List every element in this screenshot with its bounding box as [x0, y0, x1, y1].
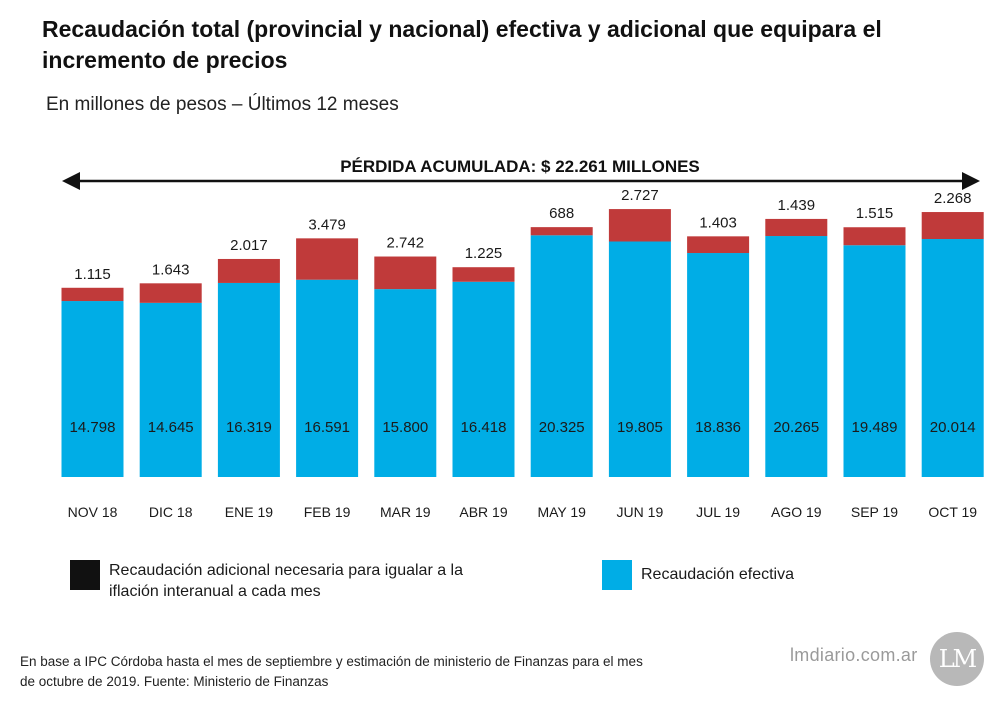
- x-tick-label: OCT 19: [928, 504, 977, 520]
- site-credit: lmdiario.com.ar: [790, 645, 918, 665]
- data-label-efectiva: 14.645: [148, 419, 194, 436]
- bar-adicional: [217, 258, 280, 283]
- data-label-adicional: 1.225: [465, 245, 503, 262]
- bar-chart: PÉRDIDA ACUMULADA: $ 22.261 MILLONES 14.7…: [61, 157, 984, 520]
- x-tick-label: JUL 19: [696, 504, 740, 520]
- data-label-efectiva: 16.591: [304, 419, 350, 436]
- annotation-arrow-right-head: [962, 172, 980, 190]
- x-tick-label: NOV 18: [68, 504, 118, 520]
- data-label-adicional: 3.479: [308, 216, 346, 233]
- legend-item-adicional: Recaudación adicional necesaria para igu…: [70, 560, 469, 602]
- data-label-adicional: 688: [549, 205, 574, 222]
- annotation-label: PÉRDIDA ACUMULADA: $ 22.261 MILLONES: [340, 157, 700, 176]
- x-tick-label: JUN 19: [617, 504, 664, 520]
- legend-swatch-efectiva: [602, 560, 632, 590]
- x-tick-label: ABR 19: [459, 504, 507, 520]
- bar-adicional: [765, 218, 828, 237]
- chart-subtitle: En millones de pesos – Últimos 12 meses: [46, 94, 399, 115]
- data-label-efectiva: 14.798: [70, 419, 116, 436]
- legend-label-efectiva: Recaudación efectiva: [641, 566, 794, 583]
- data-label-efectiva: 20.265: [773, 419, 819, 436]
- data-label-efectiva: 19.489: [852, 419, 898, 436]
- bar-adicional: [608, 209, 671, 242]
- annotation-arrow-left-head: [62, 172, 80, 190]
- bar-adicional: [687, 236, 750, 254]
- x-tick-label: SEP 19: [851, 504, 898, 520]
- bar-efectiva: [374, 289, 437, 477]
- bar-efectiva: [61, 301, 124, 477]
- bar-adicional: [296, 238, 359, 280]
- data-label-adicional: 1.439: [778, 197, 816, 214]
- data-label-adicional: 2.727: [621, 187, 659, 204]
- bar-adicional: [452, 267, 515, 282]
- lm-logo: LM: [930, 632, 984, 686]
- data-label-efectiva: 18.836: [695, 419, 741, 436]
- bar-efectiva: [687, 253, 750, 477]
- bar-efectiva: [452, 281, 515, 477]
- data-label-efectiva: 15.800: [382, 419, 428, 436]
- bar-adicional: [61, 287, 124, 302]
- data-label-efectiva: 16.319: [226, 419, 272, 436]
- bar-efectiva: [843, 245, 906, 477]
- data-label-adicional: 1.515: [856, 205, 894, 222]
- bar-efectiva: [765, 236, 828, 477]
- bar-efectiva: [921, 239, 984, 477]
- data-label-efectiva: 20.325: [539, 419, 585, 436]
- chart-title: Recaudación total (provincial y nacional…: [42, 16, 882, 73]
- legend-swatch-adicional: [70, 560, 100, 590]
- data-label-adicional: 1.403: [699, 214, 737, 231]
- data-label-adicional: 2.742: [387, 235, 425, 252]
- legend-label-adicional: Recaudación adicional necesaria para igu…: [109, 562, 464, 600]
- x-tick-label: DIC 18: [149, 504, 193, 520]
- x-tick-label: FEB 19: [304, 504, 351, 520]
- data-label-efectiva: 19.805: [617, 419, 663, 436]
- bar-efectiva: [608, 241, 671, 477]
- x-tick-label: ENE 19: [225, 504, 273, 520]
- source-note: En base a IPC Córdoba hasta el mes de se…: [20, 654, 643, 689]
- data-label-efectiva: 20.014: [930, 419, 976, 436]
- bar-efectiva: [139, 302, 202, 477]
- x-tick-label: AGO 19: [771, 504, 822, 520]
- bar-adicional: [921, 212, 984, 240]
- bar-adicional: [139, 283, 202, 303]
- bar-adicional: [843, 227, 906, 246]
- bar-adicional: [530, 227, 593, 236]
- bar-adicional: [374, 256, 437, 290]
- x-tick-label: MAY 19: [537, 504, 586, 520]
- bar-efectiva: [296, 279, 359, 477]
- data-label-efectiva: 16.418: [461, 419, 507, 436]
- data-label-adicional: 2.268: [934, 190, 972, 207]
- bar-efectiva: [530, 235, 593, 477]
- x-tick-label: MAR 19: [380, 504, 431, 520]
- data-label-adicional: 1.643: [152, 261, 190, 278]
- data-label-adicional: 1.115: [74, 266, 110, 283]
- bar-efectiva: [217, 282, 280, 477]
- legend-item-efectiva: Recaudación efectiva: [602, 560, 794, 590]
- data-label-adicional: 2.017: [230, 237, 268, 254]
